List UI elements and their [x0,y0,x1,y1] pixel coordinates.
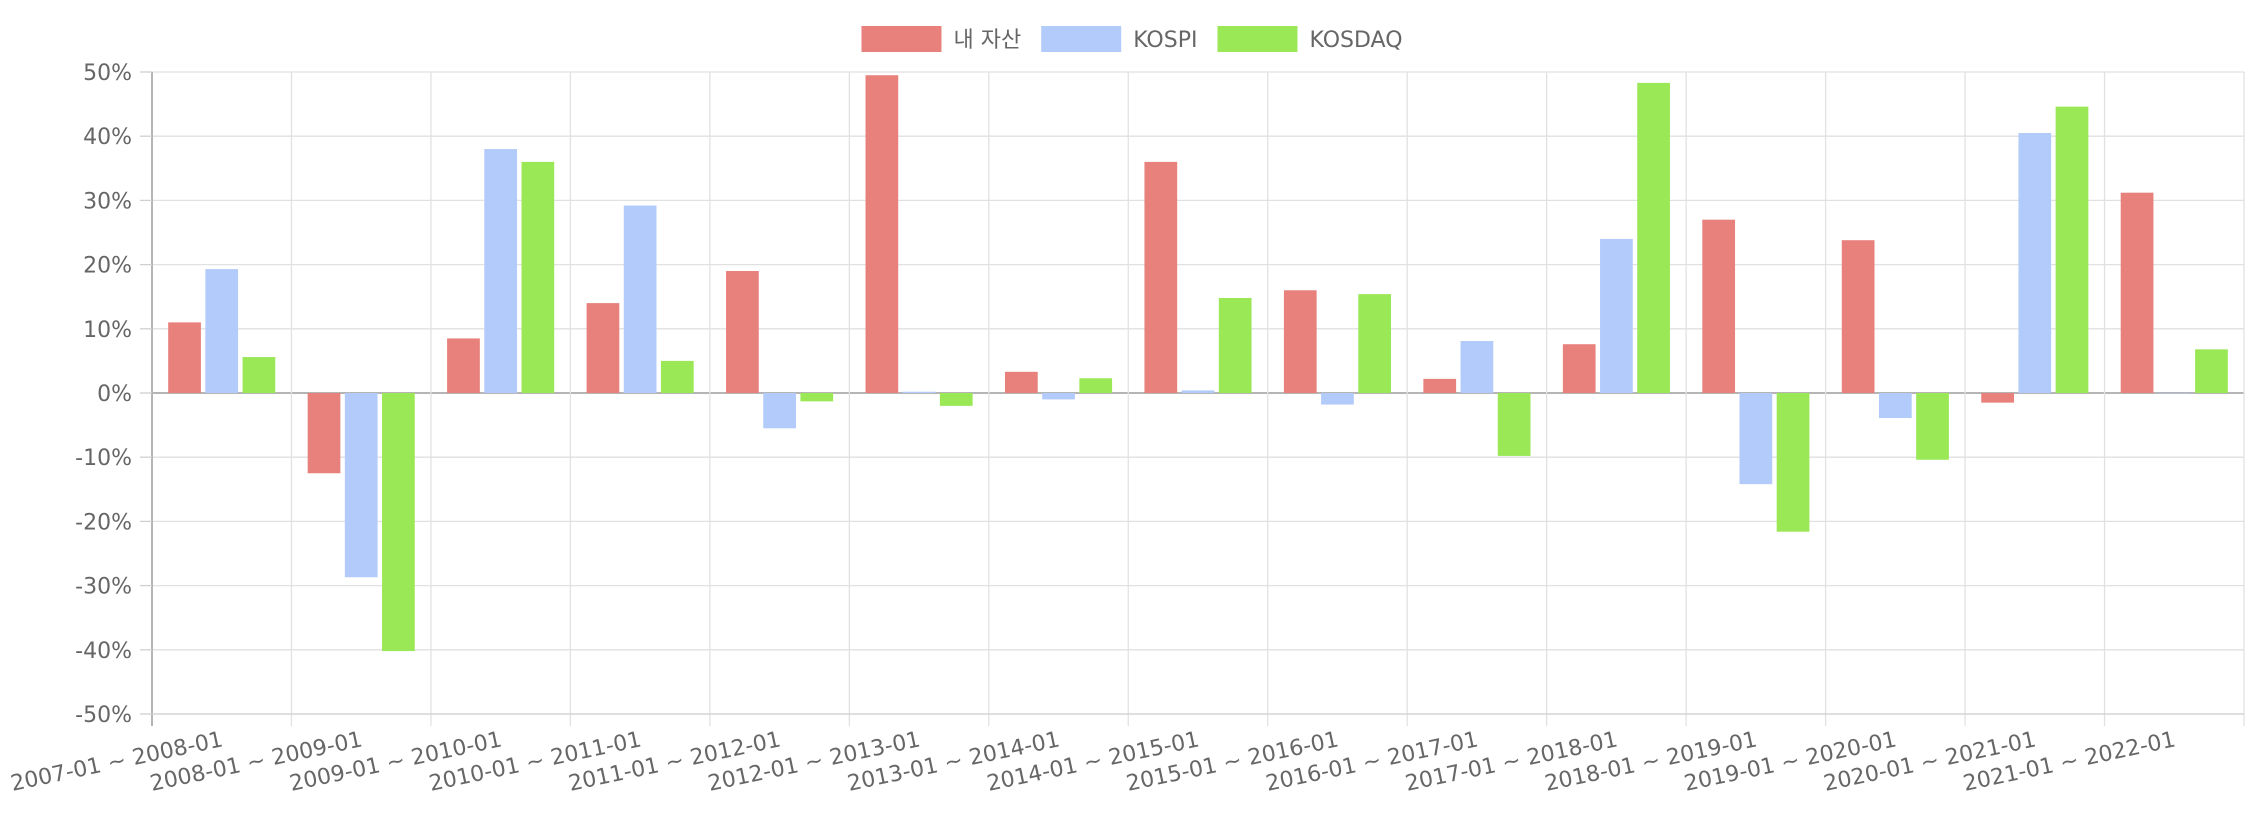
y-tick-label: -40% [75,639,132,664]
bar-2-1[interactable] [382,393,415,652]
bar-1-7[interactable] [1181,390,1215,393]
bar-1-10[interactable] [1600,238,1633,393]
bar-1-14[interactable] [2157,393,2191,394]
legend-swatch [1041,26,1122,52]
y-axis-ticks: -50% -40% -30% -20% -10% 0% 10% 20% 30% 40% 50% [75,61,132,728]
legend-label: KOSPI [1133,28,1197,53]
bar-0-3[interactable] [586,303,620,393]
bar-2-0[interactable] [242,357,276,393]
y-tick-label: 20% [83,254,132,279]
bar-0-9[interactable] [1423,378,1457,393]
bar-1-12[interactable] [1878,393,1912,419]
legend-item-1[interactable]: KOSPI [1041,26,1197,53]
axes [140,71,2244,715]
y-tick-label: -10% [75,446,132,471]
bar-0-2[interactable] [447,338,480,393]
y-tick-label: 40% [83,125,132,150]
y-tick-label: -20% [75,510,132,535]
bar-2-4[interactable] [800,393,834,402]
bar-2-8[interactable] [1358,294,1392,393]
bar-1-9[interactable] [1460,340,1494,393]
bar-1-11[interactable] [1739,393,1773,485]
bar-0-0[interactable] [168,322,201,393]
bar-0-13[interactable] [1981,393,2014,403]
bar-2-5[interactable] [939,393,973,406]
bar-2-3[interactable] [660,360,694,393]
y-tick-label: 50% [83,61,132,86]
legend-swatch [861,26,942,52]
bar-1-6[interactable] [1042,393,1075,400]
bar-0-10[interactable] [1562,344,1596,393]
legend-item-2[interactable]: KOSDAQ [1217,26,1403,53]
bar-2-12[interactable] [1916,393,1949,460]
bar-2-6[interactable] [1079,378,1113,393]
y-tick-label: 0% [97,382,132,407]
bar-2-14[interactable] [2195,349,2228,393]
y-tick-label: 10% [83,318,132,343]
bar-0-5[interactable] [865,75,899,394]
bar-1-13[interactable] [2018,132,2052,394]
bar-0-7[interactable] [1144,161,1178,393]
bar-0-11[interactable] [1702,219,1736,393]
bar-0-1[interactable] [307,393,341,474]
bar-0-12[interactable] [1841,240,1875,393]
bar-1-2[interactable] [484,149,518,393]
legend-item-0[interactable]: 내 자산 [861,26,1021,53]
bar-1-1[interactable] [344,393,378,578]
legend: 내 자산 KOSPI KOSDAQ [861,26,1403,53]
legend-swatch [1217,26,1298,52]
bar-0-14[interactable] [2120,192,2154,393]
bar-2-10[interactable] [1637,82,1670,393]
y-tick-label: -50% [75,703,132,728]
bar-2-2[interactable] [521,161,555,393]
bar-1-4[interactable] [763,393,796,429]
bar-0-4[interactable] [726,271,759,393]
bar-2-11[interactable] [1776,393,1810,532]
bar-0-6[interactable] [1004,371,1038,393]
bars [168,75,2228,652]
bar-0-8[interactable] [1283,290,1317,393]
bar-2-13[interactable] [2055,106,2089,393]
bar-1-3[interactable] [623,205,657,393]
y-tick-label: 30% [83,189,132,214]
legend-label: 내 자산 [953,28,1021,53]
legend-label: KOSDAQ [1309,28,1402,53]
bar-1-5[interactable] [902,391,936,393]
y-tick-label: -30% [75,575,132,600]
bar-2-9[interactable] [1497,393,1531,456]
bar-1-8[interactable] [1321,393,1354,405]
bar-2-7[interactable] [1218,297,1252,393]
bar-1-0[interactable] [205,269,239,393]
